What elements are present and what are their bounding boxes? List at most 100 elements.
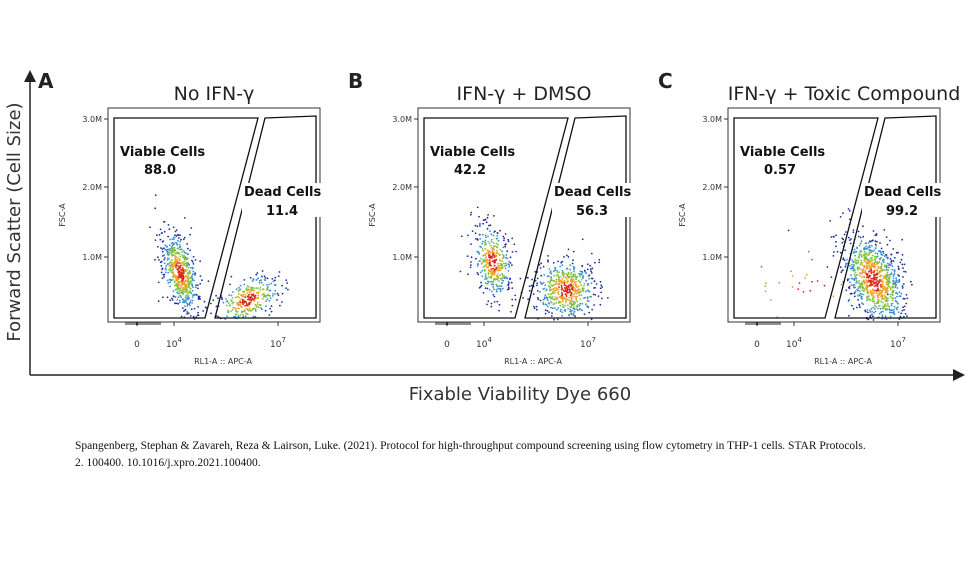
event-dot <box>557 300 560 303</box>
event-dot <box>826 266 829 268</box>
event-dot <box>567 307 569 310</box>
event-dot <box>270 282 273 285</box>
event-dot <box>539 299 542 302</box>
event-dot <box>580 294 583 297</box>
event-dot <box>163 262 166 265</box>
event-dot <box>169 281 172 284</box>
event-dot <box>227 302 230 305</box>
event-dot <box>843 233 846 236</box>
event-dot <box>844 265 847 268</box>
event-dot <box>508 264 511 266</box>
event-dot <box>188 297 191 299</box>
event-dot <box>885 283 888 286</box>
event-dot <box>247 285 250 288</box>
event-dot <box>176 234 179 236</box>
event-dot <box>250 310 252 312</box>
event-dot <box>241 299 244 301</box>
event-dot <box>590 277 593 280</box>
event-dot <box>876 280 879 282</box>
event-dot <box>248 303 251 306</box>
event-dot <box>853 286 855 289</box>
event-dot <box>836 250 839 253</box>
event-dot <box>497 244 499 246</box>
event-dot <box>187 266 190 269</box>
event-dot <box>901 285 904 287</box>
event-dot <box>853 292 856 295</box>
event-dot <box>886 308 889 311</box>
event-dot <box>552 270 555 273</box>
event-dot <box>502 235 505 238</box>
event-dot <box>576 303 579 306</box>
event-dot <box>873 308 876 310</box>
event-dot <box>209 302 212 305</box>
event-dot <box>859 264 862 266</box>
event-dot <box>499 229 501 232</box>
event-dot <box>486 249 489 252</box>
event-dot <box>559 310 562 313</box>
event-dot <box>486 216 489 219</box>
event-dot <box>552 261 555 264</box>
event-dot <box>884 303 887 306</box>
event-dot <box>577 285 580 287</box>
gate-label: Dead Cells <box>864 185 941 200</box>
event-dot <box>170 279 173 282</box>
label-backdrop <box>862 183 942 217</box>
event-dot <box>565 298 568 301</box>
event-dot <box>167 251 169 253</box>
event-dot <box>480 246 482 249</box>
event-dot <box>157 300 160 303</box>
event-dot <box>490 275 493 278</box>
event-dot <box>169 285 171 288</box>
event-dot <box>847 236 850 239</box>
y-tick-label: 3.0M <box>702 115 722 124</box>
event-dot <box>163 254 166 256</box>
event-dot <box>888 263 891 265</box>
event-dot <box>176 264 178 267</box>
event-dot <box>471 230 474 233</box>
event-dot <box>851 259 854 262</box>
event-dot <box>505 256 507 259</box>
event-dot <box>489 224 492 227</box>
event-dot <box>872 315 874 318</box>
event-dot <box>890 259 893 262</box>
event-dot <box>563 282 566 285</box>
event-dot <box>877 298 879 301</box>
event-dot <box>495 242 498 245</box>
event-dot <box>187 284 190 286</box>
event-dot <box>182 262 185 265</box>
event-dot <box>188 290 191 293</box>
event-dot <box>853 273 856 275</box>
event-dot <box>542 298 545 301</box>
event-dot <box>848 314 850 317</box>
event-dot <box>563 272 566 275</box>
event-dot <box>857 282 860 285</box>
event-dot <box>858 285 861 288</box>
event-dot <box>184 274 187 277</box>
event-dot <box>877 293 880 296</box>
event-dot <box>873 285 876 287</box>
arrow-head <box>24 70 36 82</box>
event-dot <box>159 238 162 241</box>
event-dot <box>466 255 469 257</box>
event-dot <box>236 295 239 298</box>
event-dot <box>561 273 564 276</box>
event-dot <box>885 264 888 267</box>
event-dot <box>476 250 478 253</box>
event-dot <box>595 283 598 285</box>
gate-label: Viable Cells <box>740 145 825 160</box>
event-dot <box>164 248 167 251</box>
event-dot <box>867 277 870 279</box>
event-dot <box>858 280 861 282</box>
event-dot <box>499 274 501 276</box>
event-dot <box>163 230 166 233</box>
event-dot <box>285 287 287 289</box>
event-dot <box>548 311 550 314</box>
event-dot <box>878 300 880 302</box>
event-dot <box>557 307 560 309</box>
event-dot <box>482 266 485 268</box>
event-dot <box>902 283 905 285</box>
event-dot <box>578 308 581 311</box>
event-dot <box>244 315 247 317</box>
event-dot <box>765 282 767 284</box>
event-dot <box>460 235 463 238</box>
